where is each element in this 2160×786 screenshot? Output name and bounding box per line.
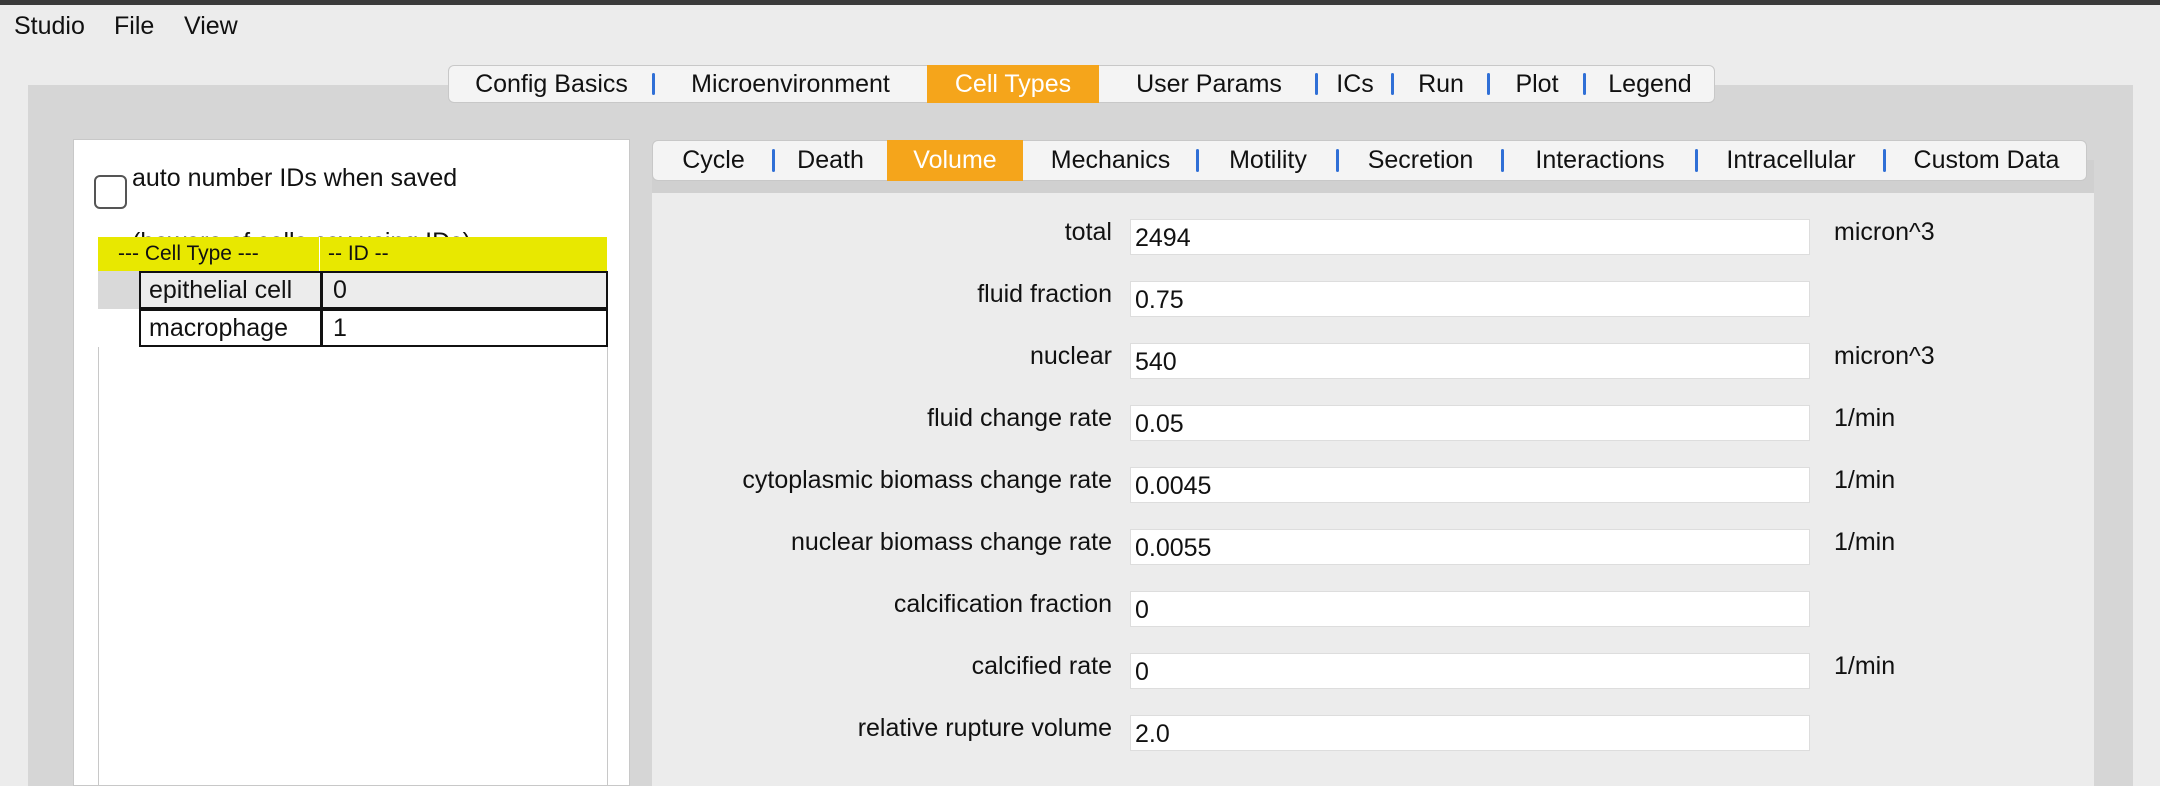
tab-label: Intracellular xyxy=(1726,146,1856,174)
text-input[interactable]: 0.0045 xyxy=(1130,467,1810,503)
tab-label: Cycle xyxy=(682,146,745,174)
unit-label: 1/min xyxy=(1834,528,1896,556)
checkbox-label: auto number IDs when saved(beware of cel… xyxy=(132,162,471,256)
table-cell: 1 xyxy=(320,309,608,347)
tab[interactable]: Secretion xyxy=(1338,140,1503,181)
table-row xyxy=(139,271,608,309)
tab[interactable]: Intracellular xyxy=(1697,140,1885,181)
tab-label: Interactions xyxy=(1535,146,1665,174)
tab-separator xyxy=(1583,73,1586,95)
tab-separator xyxy=(652,73,655,95)
table-cell: 0 xyxy=(320,271,608,309)
text-input[interactable]: 0.0055 xyxy=(1130,529,1810,565)
tab-label: Cell Types xyxy=(954,69,1072,98)
tab[interactable]: Run xyxy=(1393,65,1489,103)
tab[interactable]: Legend xyxy=(1585,65,1715,103)
tab-separator xyxy=(1196,148,1199,173)
tab[interactable]: Cell Types xyxy=(927,65,1099,103)
row-header xyxy=(98,271,139,309)
unit-label: 1/min xyxy=(1834,404,1896,432)
tab[interactable]: Plot xyxy=(1489,65,1585,103)
field-label: total xyxy=(1064,218,1112,246)
unit-label: micron^3 xyxy=(1834,218,1935,246)
tab-separator xyxy=(1315,73,1318,95)
tab-separator xyxy=(1391,73,1394,95)
menu-bar: Studio File View xyxy=(0,8,400,44)
tab[interactable]: ICs xyxy=(1317,65,1393,103)
text-input[interactable]: 2.0 xyxy=(1130,715,1810,751)
tab-separator xyxy=(1695,148,1698,173)
main-tab-bar: Config Basics Microenvironment Cell Types U… xyxy=(448,65,1715,103)
tab[interactable]: Motility xyxy=(1198,140,1338,181)
text-input[interactable]: 0.75 xyxy=(1130,281,1810,317)
table-cell: macrophage xyxy=(149,314,288,342)
tab-separator xyxy=(1883,148,1886,173)
text-input[interactable]: 0 xyxy=(1130,591,1810,627)
field-label: nuclear biomass change rate xyxy=(790,528,1112,556)
tab-label: Config Basics xyxy=(475,69,628,98)
title-bar xyxy=(0,0,2160,5)
tab[interactable]: Config Basics xyxy=(449,65,654,103)
tab-label: Run xyxy=(1418,69,1464,98)
tab-label: Microenvironment xyxy=(691,69,890,98)
tab-separator xyxy=(1501,148,1504,173)
tab[interactable]: Interactions xyxy=(1503,140,1697,181)
tab-label: Secretion xyxy=(1367,146,1474,174)
tab-separator xyxy=(1487,73,1490,95)
table-row xyxy=(139,309,608,347)
volume-panel: total 2494 micron^3 fluid fraction 0.75 nucle… xyxy=(652,193,2094,786)
field-label: relative rupture volume xyxy=(857,714,1112,742)
tab-label: Mechanics xyxy=(1050,146,1171,174)
tab-label: User Params xyxy=(1136,69,1282,98)
tab[interactable]: Custom Data xyxy=(1885,140,2088,181)
field-label: fluid fraction xyxy=(977,280,1112,308)
field-label: nuclear xyxy=(1030,342,1112,370)
field-label: calcification fraction xyxy=(893,590,1112,618)
tab[interactable]: Death xyxy=(774,140,887,181)
tab-separator xyxy=(772,148,775,173)
checkbox-text: auto number IDs when saved xyxy=(132,164,458,192)
table-cell: epithelial cell xyxy=(149,276,293,304)
tab-separator xyxy=(1336,148,1339,173)
tab[interactable]: Cycle xyxy=(653,140,774,181)
tab[interactable]: Microenvironment xyxy=(654,65,927,103)
table-header: --- Cell Type --- xyxy=(98,237,320,271)
menu-item[interactable]: Studio xyxy=(14,12,85,40)
tab[interactable]: Volume xyxy=(887,140,1023,181)
unit-label: micron^3 xyxy=(1834,342,1935,370)
tab[interactable]: Mechanics xyxy=(1023,140,1198,181)
tab-label: Volume xyxy=(913,146,997,174)
unit-label: 1/min xyxy=(1834,652,1896,680)
tab-label: Motility xyxy=(1229,146,1307,174)
text-input[interactable]: 540 xyxy=(1130,343,1810,379)
tab-label: Plot xyxy=(1515,69,1559,98)
tab-label: Death xyxy=(797,146,864,174)
tab-label: Custom Data xyxy=(1913,146,2060,174)
text-input[interactable]: 0 xyxy=(1130,653,1810,689)
tab-label: Legend xyxy=(1608,69,1692,98)
table-header: -- ID -- xyxy=(320,237,608,271)
field-label: fluid change rate xyxy=(927,404,1112,432)
menu-item[interactable]: View xyxy=(184,12,238,40)
text-input[interactable]: 0.05 xyxy=(1130,405,1810,441)
checkbox[interactable] xyxy=(94,175,127,209)
sub-tab-bar: Cycle Death Volume Mechanics Motility Secreti… xyxy=(652,140,2087,181)
tab-label: ICs xyxy=(1336,69,1374,98)
field-label: calcified rate xyxy=(971,652,1112,680)
menu-item[interactable]: File xyxy=(114,12,155,40)
unit-label: 1/min xyxy=(1834,466,1896,494)
text-input[interactable]: 2494 xyxy=(1130,219,1810,255)
row-header xyxy=(98,309,139,347)
field-label: cytoplasmic biomass change rate xyxy=(742,466,1112,494)
tab[interactable]: User Params xyxy=(1101,65,1317,103)
